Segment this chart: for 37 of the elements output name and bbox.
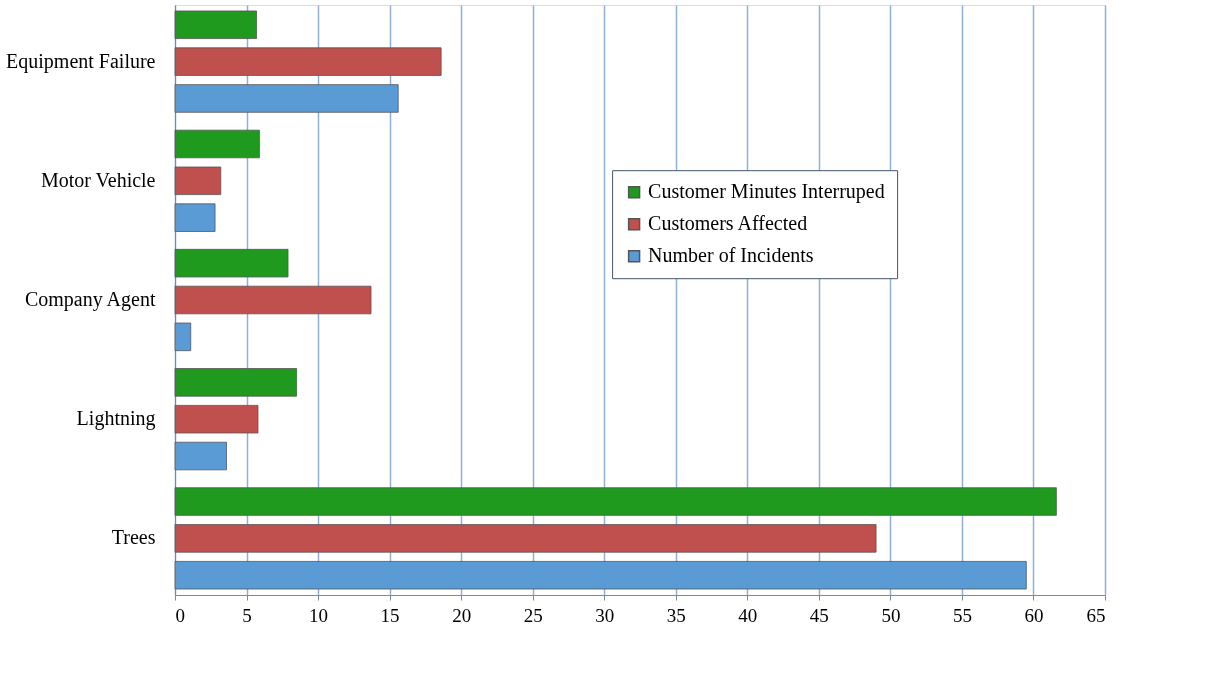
legend-label: Customers Affected xyxy=(648,212,808,235)
x-tick-label: 10 xyxy=(309,604,329,626)
bar xyxy=(174,404,259,434)
bar xyxy=(174,248,289,278)
x-tick-label: 30 xyxy=(595,604,615,626)
y-tick-label: Motor Vehicle xyxy=(40,168,156,191)
x-tick-label: 40 xyxy=(738,604,758,626)
x-tick-label: 45 xyxy=(809,604,829,626)
bar xyxy=(174,487,1057,516)
bar xyxy=(174,368,298,397)
x-tick-label: 60 xyxy=(1024,604,1044,626)
bar xyxy=(174,129,260,159)
y-tick-label: Lightning xyxy=(76,407,156,431)
x-tick-label: 0 xyxy=(175,604,185,626)
x-tick-label: 35 xyxy=(666,604,686,626)
bar xyxy=(174,524,877,553)
bar xyxy=(174,285,372,315)
x-tick-label: 55 xyxy=(952,604,972,626)
bar xyxy=(174,203,216,232)
y-tick-label: Company Agent xyxy=(24,288,156,311)
bar xyxy=(174,322,192,352)
legend-label: Number of Incidents xyxy=(648,244,814,267)
y-tick-label: Equipment Failure xyxy=(6,49,156,73)
bar xyxy=(174,561,1027,590)
bar xyxy=(174,47,442,76)
x-tick-label: 65 xyxy=(1086,604,1106,626)
x-tick-label: 50 xyxy=(881,604,901,626)
x-tick-label: 20 xyxy=(452,604,472,626)
x-tick-label: 25 xyxy=(523,604,543,626)
x-tick-label: 5 xyxy=(242,604,252,626)
bar xyxy=(174,84,399,113)
bar xyxy=(174,441,227,471)
x-tick-label: 15 xyxy=(380,604,400,626)
bar xyxy=(174,166,222,196)
y-tick-label: Trees xyxy=(111,526,156,549)
legend-label: Customer Minutes Interruped xyxy=(648,180,885,204)
bar xyxy=(174,10,257,39)
